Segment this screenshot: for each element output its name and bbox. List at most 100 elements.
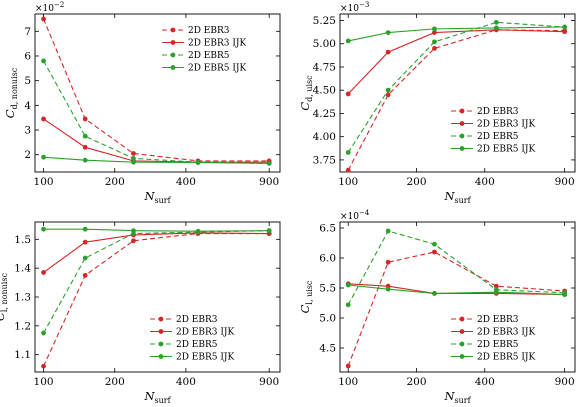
data-point: [345, 302, 351, 308]
data-point: [41, 363, 46, 369]
y-tick-label: 6.0: [319, 253, 336, 265]
x-axis-label: Nsurf: [143, 389, 171, 405]
legend-swatch-marker: [170, 65, 176, 70]
legend-entry-label: 2D EBR3 IJK: [176, 328, 235, 338]
x-tick-label: 900: [555, 376, 575, 388]
series-line-3: [43, 60, 270, 164]
data-point: [131, 238, 136, 244]
legend-entry-label: 2D EBR3 IJK: [477, 120, 536, 130]
series-line-2: [43, 118, 270, 163]
y-tick-label: 5.25: [313, 15, 336, 27]
chart-panel-3: 100 200 400 900 1.1 1.2 1.3 1.4 1.5 Nsurf Cl, nonu…: [0, 221, 281, 405]
series-line-3: [43, 230, 270, 334]
data-point: [266, 228, 272, 234]
data-point: [82, 144, 88, 150]
series-line-3: [347, 21, 565, 153]
legend-entry-label: 2D EBR3: [176, 315, 218, 325]
legend-entry-label: 2D EBR5 IJK: [477, 353, 536, 363]
legend-entry-label: 2D EBR5 IJK: [176, 353, 235, 363]
axis-multiplier: ×10−4: [340, 209, 370, 222]
legend-swatch-marker: [459, 108, 465, 114]
y-tick-label: 1.5: [14, 234, 31, 246]
x-tick-label: 400: [475, 176, 495, 188]
x-tick-label: 900: [555, 176, 575, 188]
y-tick-label: 4.5: [319, 343, 336, 355]
data-point: [82, 226, 88, 232]
y-tick-label: 1.2: [14, 320, 31, 332]
y-tick-label: 3.75: [313, 154, 336, 166]
data-point: [432, 249, 437, 255]
legend-entry-label: 2D EBR3 IJK: [188, 39, 247, 49]
y-tick-label: 5.0: [319, 313, 336, 325]
legend-entry-label: 2D EBR5: [188, 51, 230, 61]
x-tick-label: 900: [259, 176, 279, 188]
legend: 2D EBR3 2D EBR3 IJK 2D EBR5 2D EBR5 IJK: [451, 315, 536, 363]
data-point: [41, 16, 46, 22]
series-line-1: [347, 251, 565, 367]
data-point: [432, 241, 437, 247]
x-tick-label: 200: [105, 376, 125, 388]
plot-frame: [339, 13, 576, 173]
x-tick-label: 400: [176, 376, 196, 388]
data-point: [345, 363, 351, 369]
x-tick-label: 400: [475, 376, 495, 388]
x-tick-label: 200: [406, 376, 426, 388]
data-point: [432, 39, 437, 45]
legend-swatch-marker: [158, 341, 164, 347]
legend-swatch-marker: [459, 133, 465, 139]
y-tick-label: 1.1: [14, 349, 31, 361]
y-tick-label: 5.5: [319, 283, 336, 295]
legend-entry-label: 2D EBR5 IJK: [477, 145, 536, 155]
data-point: [345, 150, 351, 155]
legend-swatch-marker: [158, 316, 164, 322]
legend-entry-label: 2D EBR3: [188, 26, 230, 36]
data-point: [432, 26, 437, 32]
legend-swatch-marker: [459, 354, 465, 359]
data-point: [82, 239, 88, 245]
y-axis-label: Cl, uisc: [298, 280, 314, 313]
data-point: [385, 259, 391, 265]
data-point: [82, 272, 88, 278]
data-point: [41, 330, 46, 336]
series-line-4: [348, 26, 565, 42]
x-tick-label: 100: [34, 376, 54, 388]
plot-frame: [339, 221, 576, 373]
axis-multiplier: ×10−2: [35, 1, 64, 14]
data-point: [385, 286, 391, 292]
data-point: [385, 92, 391, 98]
data-point: [195, 160, 201, 166]
legend-swatch-marker: [170, 52, 176, 58]
legend-swatch-marker: [459, 329, 465, 334]
data-point: [562, 29, 568, 35]
data-point: [432, 291, 437, 296]
legend-swatch-marker: [170, 27, 176, 33]
y-tick-label: 4.00: [313, 131, 336, 143]
data-point: [493, 19, 499, 25]
legend-entry-label: 2D EBR3: [477, 107, 519, 117]
legend: 2D EBR3 2D EBR3 IJK 2D EBR5 2D EBR5 IJK: [150, 315, 235, 363]
data-point: [131, 228, 136, 234]
data-point: [345, 38, 351, 44]
legend: 2D EBR3 2D EBR3 IJK 2D EBR5 2D EBR5 IJK: [162, 26, 247, 74]
legend-entry-label: 2D EBR5: [477, 132, 519, 142]
y-tick-label: 4.50: [313, 85, 336, 97]
y-tick-label: 1.3: [14, 292, 31, 304]
y-axis-label: Cd, uisc: [298, 75, 314, 111]
y-tick-label: 6: [24, 50, 31, 62]
x-tick-label: 100: [34, 176, 54, 188]
data-point: [562, 292, 568, 297]
data-point: [82, 133, 88, 139]
series-line-4: [43, 228, 270, 232]
y-tick-label: 4.75: [313, 61, 336, 73]
legend-swatch-marker: [158, 354, 164, 359]
legend-entry-label: 2D EBR5: [477, 340, 519, 350]
data-point: [562, 24, 568, 30]
series-line-1: [347, 29, 565, 171]
chart-panel-4: 100 200 400 900 4.5 5.0 5.5 6.0 6.5 ×10−4 Nsurf Cl,…: [298, 209, 576, 405]
legend-swatch-marker: [459, 316, 465, 322]
legend-swatch-marker: [459, 146, 465, 151]
data-point: [131, 151, 136, 156]
data-point: [82, 157, 88, 163]
data-point: [131, 156, 136, 161]
x-tick-label: 900: [259, 376, 279, 388]
